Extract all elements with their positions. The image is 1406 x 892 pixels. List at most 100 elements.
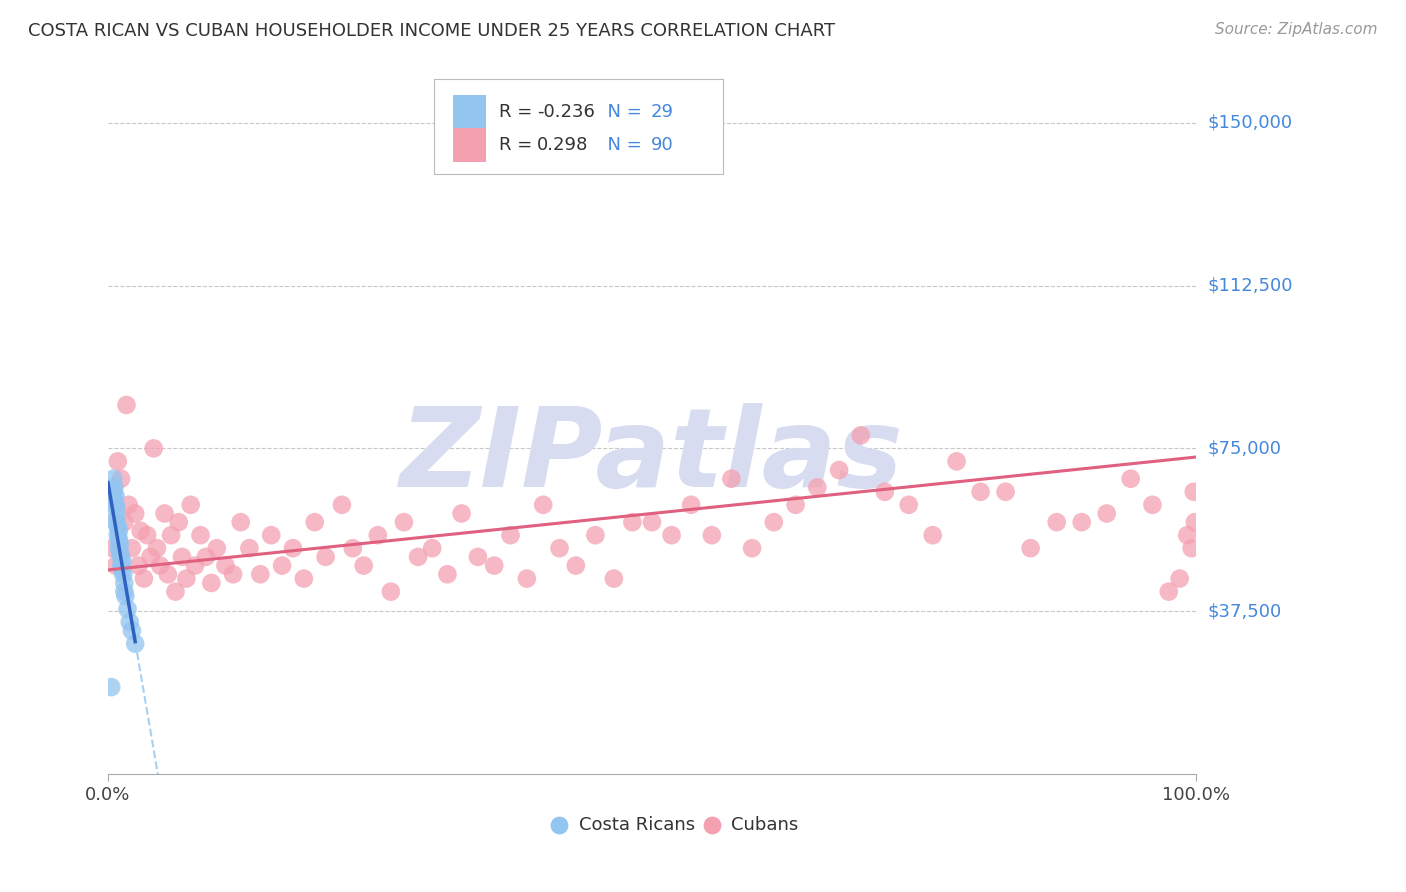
Point [271,558,294,573]
Point [139,549,162,564]
Point [167,515,190,529]
Point [105,502,128,516]
Text: Cubans: Cubans [731,816,799,834]
Point [406,549,429,564]
Point [156,567,179,582]
Text: $37,500: $37,500 [1208,602,1281,620]
Point [104,558,127,573]
Point [132,572,155,586]
Point [1019,541,1042,556]
Point [110,472,132,486]
Point [681,498,703,512]
Point [315,549,337,564]
Point [720,472,742,486]
Text: 29: 29 [651,103,673,120]
Text: COSTA RICAN VS CUBAN HOUSEHOLDER INCOME UNDER 25 YEARS CORRELATION CHART: COSTA RICAN VS CUBAN HOUSEHOLDER INCOME … [28,22,835,40]
Point [583,528,606,542]
Point [112,567,135,582]
Point [1046,515,1069,529]
Point [281,541,304,556]
Point [127,558,149,573]
Point [420,541,443,556]
Text: R =: R = [499,103,537,120]
Point [516,572,538,586]
Point [149,558,172,573]
Text: $112,500: $112,500 [1208,277,1292,294]
FancyBboxPatch shape [453,128,485,162]
Point [103,472,125,486]
Point [101,541,124,556]
Point [762,515,785,529]
Point [121,541,143,556]
Point [176,572,198,586]
Point [1175,528,1198,542]
Point [104,515,127,529]
Point [165,584,187,599]
Point [238,541,260,556]
Point [380,584,402,599]
Point [367,528,389,542]
Point [108,545,131,559]
Point [118,498,141,512]
Point [621,515,644,529]
Point [1142,498,1164,512]
Text: N =: N = [596,136,648,154]
Point [103,484,125,499]
Point [1119,472,1142,486]
Point [136,528,159,542]
Point [108,541,131,556]
Point [292,572,315,586]
Point [1181,541,1204,556]
Point [117,602,139,616]
Point [1157,584,1180,599]
Point [1095,507,1118,521]
Point [1070,515,1092,529]
Point [741,541,763,556]
Point [146,541,169,556]
Point [112,584,135,599]
Point [330,498,353,512]
Point [700,528,723,542]
Point [806,480,828,494]
Point [153,507,176,521]
Text: -0.236: -0.236 [537,103,595,120]
Point [304,515,326,529]
Point [603,572,626,586]
Point [548,767,571,781]
Point [392,515,415,529]
Point [700,767,723,781]
Point [565,558,588,573]
Point [121,624,143,638]
Point [785,498,807,512]
Point [108,537,131,551]
Point [873,484,896,499]
Text: $150,000: $150,000 [1208,114,1292,132]
Point [108,533,131,547]
Point [180,498,202,512]
Point [110,549,132,564]
Point [661,528,683,542]
Text: 90: 90 [651,136,673,154]
Text: $75,000: $75,000 [1208,440,1281,458]
Point [108,524,131,538]
Point [124,637,146,651]
Point [467,549,489,564]
Point [342,541,364,556]
Point [484,558,506,573]
Point [112,576,135,591]
Point [353,558,375,573]
Point [111,563,134,577]
Point [921,528,943,542]
Text: R =: R = [499,136,543,154]
Point [1168,572,1191,586]
Point [1184,515,1206,529]
Point [205,541,228,556]
Point [548,541,571,556]
Point [114,589,136,603]
Point [104,489,127,503]
Point [450,507,472,521]
Point [969,484,991,499]
Point [641,515,664,529]
Point [249,567,271,582]
Text: ZIPatlas: ZIPatlas [401,403,904,510]
